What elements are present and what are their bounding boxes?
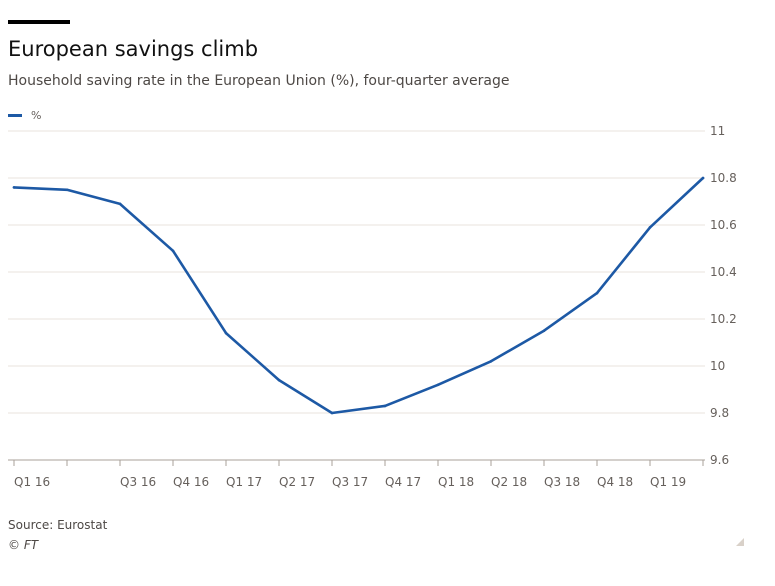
x-tick-label: Q1 18 [438,475,474,489]
y-tick-label: 11 [710,124,725,138]
x-axis-labels: Q1 16 Q3 16 Q4 16 Q1 17 Q2 17 Q3 17 Q4 17 Q1 18… [14,475,686,489]
copyright-note: © FT [8,538,39,552]
x-tick-label: Q4 17 [385,475,421,489]
x-tick-label: Q1 16 [14,475,50,489]
x-tick-label: Q2 18 [491,475,527,489]
source-note: Source: Eurostat [8,518,108,532]
x-tick-label: Q1 17 [226,475,262,489]
ft-top-bar [8,20,70,24]
x-tick-label: Q4 18 [597,475,633,489]
x-tick-label: Q2 17 [279,475,315,489]
data-point [595,291,599,295]
y-tick-label: 10.2 [710,312,737,326]
x-axis [8,459,705,466]
chart-title: European savings climb [8,37,259,61]
data-point [277,378,281,382]
data-point [383,404,387,408]
x-tick-label: Q3 17 [332,475,368,489]
y-tick-label: 10.4 [710,265,737,279]
gridlines [8,130,705,414]
data-point [542,329,546,333]
y-tick-label: 10 [710,359,725,373]
y-tick-label: 9.6 [710,453,729,467]
x-tick-label: Q3 18 [544,475,580,489]
data-point [330,411,334,415]
legend-label: % [31,108,42,122]
y-tick-label: 10.8 [710,171,737,185]
series-layer [12,176,705,415]
legend: % [8,107,41,123]
chart-subtitle: Household saving rate in the European Un… [8,73,510,89]
data-point [65,188,69,192]
y-tick-label: 9.8 [710,406,729,420]
data-point [118,202,122,206]
data-point [701,176,705,180]
data-point [224,331,228,335]
x-tick-label: Q1 19 [650,475,686,489]
legend-swatch [8,113,22,117]
x-tick-label: Q3 16 [120,475,156,489]
series-line [12,176,705,415]
data-point [436,383,440,387]
data-point [12,186,16,189]
data-point [648,226,652,229]
x-tick-label: Q4 16 [173,475,209,489]
y-axis-labels: 9.6 9.8 10 10.2 10.4 10.6 10.8 11 [710,124,737,467]
data-point [171,249,175,253]
data-point [489,360,493,363]
resize-corner-icon [736,538,744,546]
y-tick-label: 10.6 [710,218,737,232]
